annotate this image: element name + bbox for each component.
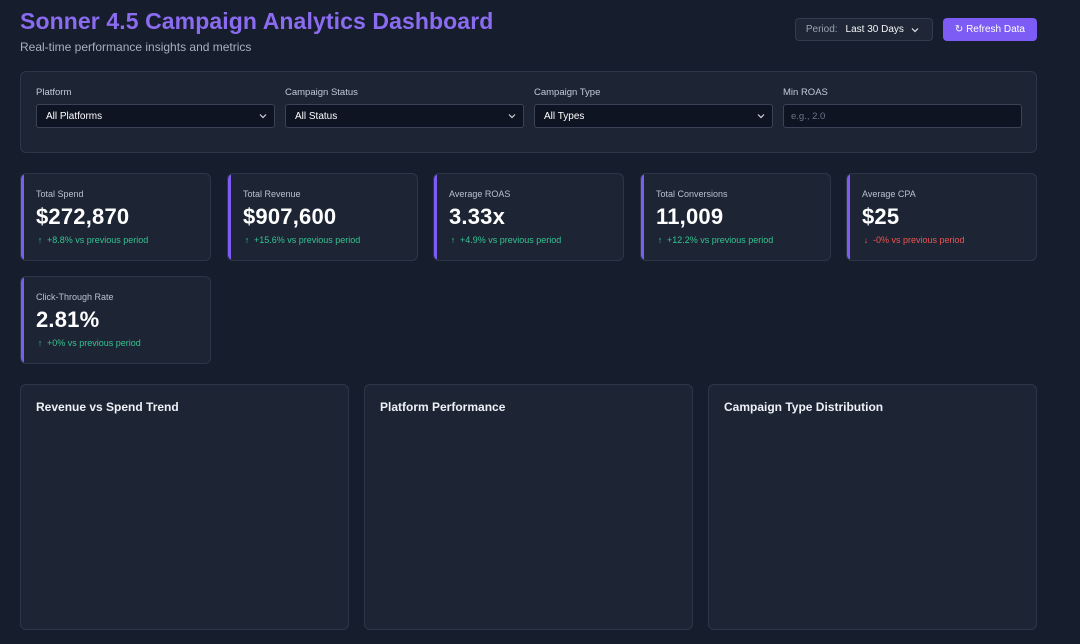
metric-change-text: +0% vs previous period <box>47 338 141 348</box>
chevron-down-icon <box>911 27 919 32</box>
status-select[interactable]: All Status <box>285 104 524 128</box>
platform-filter-label: Platform <box>36 87 72 98</box>
metric-change-text: +12.2% vs previous period <box>667 235 774 245</box>
min-roas-input[interactable]: e.g., 2.0 <box>783 104 1022 128</box>
type-filter: Campaign Type All Types <box>534 87 773 128</box>
arrow-up-icon: ↑ <box>37 235 43 245</box>
platform-select-value: All Platforms <box>46 110 103 122</box>
min-roas-filter: Min ROAS e.g., 2.0 <box>783 87 1022 128</box>
period-selector[interactable]: Period: Last 30 Days <box>794 18 933 41</box>
metric-change: ↓ -0% vs previous period <box>862 235 965 245</box>
metric-value: 3.33x <box>449 204 506 229</box>
panel-title: Campaign Type Distribution <box>724 400 884 414</box>
metric-value: $907,600 <box>243 204 337 229</box>
filters-panel: Platform All Platforms Campaign Status A… <box>20 71 1037 153</box>
type-select-value: All Types <box>544 110 585 122</box>
metric-value: 2.81% <box>36 307 100 332</box>
header-actions: Period: Last 30 Days ↻ Refresh Data <box>794 18 1037 41</box>
platform-filter: Platform All Platforms <box>36 87 275 128</box>
arrow-down-icon: ↓ <box>863 235 869 245</box>
status-filter-label: Campaign Status <box>285 87 358 98</box>
period-label: Period: <box>805 24 838 35</box>
metric-change-text: -0% vs previous period <box>873 235 965 245</box>
status-select-value: All Status <box>295 110 338 122</box>
metric-label: Average ROAS <box>449 189 511 199</box>
metric-change: ↑ +4.9% vs previous period <box>449 235 562 245</box>
metric-card-total-revenue: Total Revenue $907,600 ↑ +15.6% vs previ… <box>227 173 418 261</box>
metric-card-average-roas: Average ROAS 3.33x ↑ +4.9% vs previous p… <box>433 173 624 261</box>
metric-label: Total Revenue <box>243 189 301 199</box>
metric-card-total-conversions: Total Conversions 11,009 ↑ +12.2% vs pre… <box>640 173 831 261</box>
metric-change: ↑ +15.6% vs previous period <box>243 235 361 245</box>
metric-change-text: +4.9% vs previous period <box>460 235 562 245</box>
platform-performance-panel: Platform Performance <box>364 384 693 630</box>
campaign-type-distribution-panel: Campaign Type Distribution <box>708 384 1037 630</box>
arrow-up-icon: ↑ <box>244 235 250 245</box>
chevron-down-icon <box>508 114 516 119</box>
metric-card-total-spend: Total Spend $272,870 ↑ +8.8% vs previous… <box>20 173 211 261</box>
metric-label: Total Conversions <box>656 189 728 199</box>
arrow-up-icon: ↑ <box>450 235 456 245</box>
metric-value: 11,009 <box>656 204 724 229</box>
type-select[interactable]: All Types <box>534 104 773 128</box>
metric-value: $272,870 <box>36 204 130 229</box>
min-roas-label: Min ROAS <box>783 87 828 98</box>
arrow-up-icon: ↑ <box>657 235 663 245</box>
refresh-data-button[interactable]: ↻ Refresh Data <box>942 18 1037 41</box>
metric-change: ↑ +0% vs previous period <box>36 338 141 348</box>
metric-change-text: +8.8% vs previous period <box>47 235 149 245</box>
arrow-up-icon: ↑ <box>37 338 43 348</box>
metric-label: Click-Through Rate <box>36 292 114 302</box>
chevron-down-icon <box>259 114 267 119</box>
type-filter-label: Campaign Type <box>534 87 601 98</box>
revenue-vs-spend-panel: Revenue vs Spend Trend <box>20 384 349 630</box>
metric-label: Average CPA <box>862 189 916 199</box>
metric-value: $25 <box>862 204 900 229</box>
min-roas-placeholder: e.g., 2.0 <box>791 110 826 122</box>
panel-title: Platform Performance <box>380 400 506 414</box>
refresh-button-label: ↻ Refresh Data <box>954 24 1025 35</box>
metric-change: ↑ +8.8% vs previous period <box>36 235 149 245</box>
page-title: Sonner 4.5 Campaign Analytics Dashboard <box>20 8 494 34</box>
metric-card-average-cpa: Average CPA $25 ↓ -0% vs previous period <box>846 173 1037 261</box>
status-filter: Campaign Status All Status <box>285 87 524 128</box>
metric-card-click-through-rate: Click-Through Rate 2.81% ↑ +0% vs previo… <box>20 276 211 364</box>
page-subtitle: Real-time performance insights and metri… <box>20 40 252 54</box>
platform-select[interactable]: All Platforms <box>36 104 275 128</box>
metric-label: Total Spend <box>36 189 84 199</box>
metric-change-text: +15.6% vs previous period <box>254 235 361 245</box>
header: Sonner 4.5 Campaign Analytics Dashboard … <box>20 8 1037 56</box>
period-value: Last 30 Days <box>845 24 904 35</box>
chevron-down-icon <box>757 114 765 119</box>
panel-title: Revenue vs Spend Trend <box>36 400 179 414</box>
metric-change: ↑ +12.2% vs previous period <box>656 235 774 245</box>
